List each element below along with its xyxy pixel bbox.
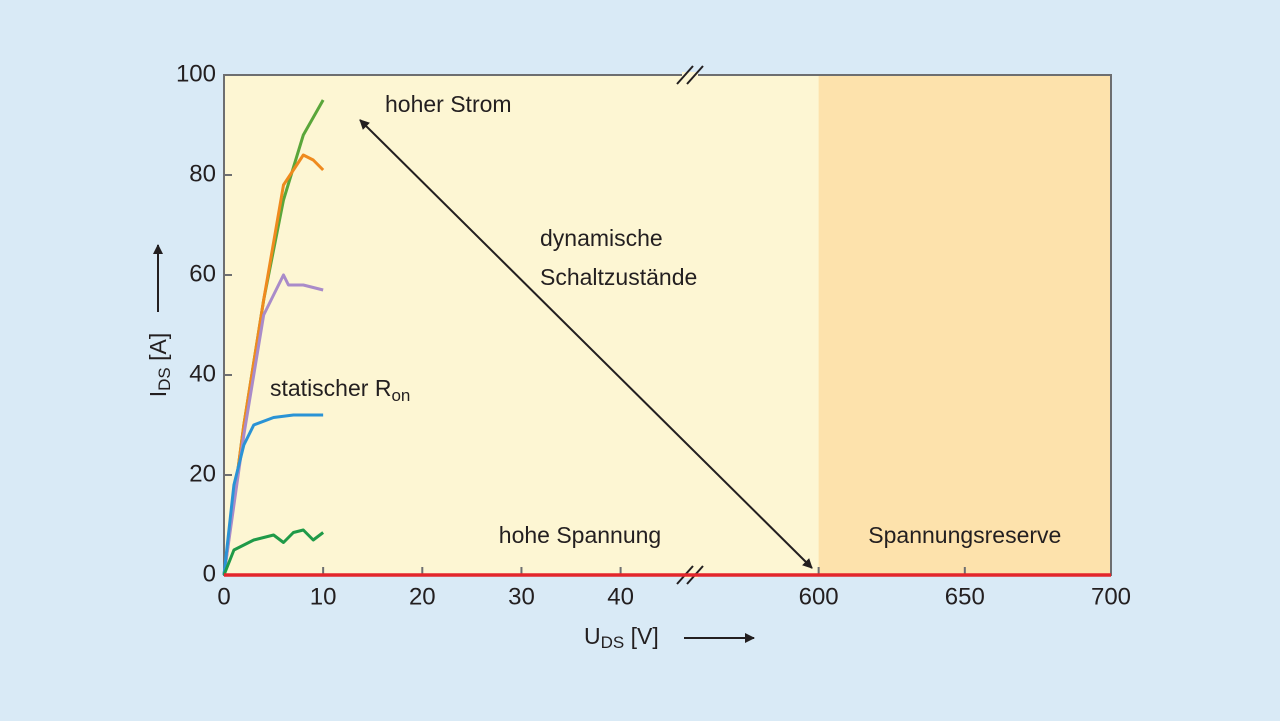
axis-break-mark	[676, 65, 694, 85]
x-tick-label: 700	[1091, 583, 1131, 610]
y-label-rest: [A]	[145, 333, 171, 368]
x-tick-label: 650	[945, 583, 985, 610]
annotation: hohe Spannung	[499, 522, 661, 548]
y-tick-label: 40	[189, 360, 216, 387]
shaded-region	[818, 75, 1111, 575]
y-tick-label: 20	[189, 460, 216, 487]
axis-break-gap	[682, 72, 698, 78]
y-tick-label: 60	[189, 260, 216, 287]
annotation: Schaltzustände	[540, 264, 697, 290]
y-tick-label: 0	[203, 560, 216, 587]
annotation-sub: on	[391, 386, 410, 405]
annotation: statischer Ron	[270, 375, 410, 405]
annotation: dynamische	[540, 225, 663, 251]
data-line	[222, 153, 325, 576]
x-tick-label: 40	[607, 583, 634, 610]
x-axis-label: UDS [V]	[584, 623, 659, 652]
annotation-main: statischer R	[270, 375, 391, 401]
data-line	[222, 528, 325, 576]
plot: 0 20 40 60 80 100 0 10 20 30 40 600 650 700 hoher Stro…	[176, 60, 1131, 610]
x-tick-label: 600	[799, 583, 839, 610]
x-label-rest: [V]	[624, 623, 659, 649]
y-tick-label: 100	[176, 60, 216, 87]
y-tick-label: 80	[189, 160, 216, 187]
double-arrow	[359, 119, 813, 569]
x-tick-label: 10	[310, 583, 337, 610]
axis-break-mark	[686, 65, 704, 85]
data-line	[222, 273, 324, 576]
x-tick-label: 0	[217, 583, 230, 610]
data-line	[222, 413, 324, 576]
x-tick-label: 30	[508, 583, 535, 610]
y-label-sub: DS	[155, 367, 174, 391]
annotation: hoher Strom	[385, 91, 512, 117]
region-label: Spannungsreserve	[868, 522, 1061, 548]
y-axis-label: IDS [A]	[145, 333, 174, 398]
y-label-main: I	[145, 391, 171, 397]
x-tick-label: 20	[409, 583, 436, 610]
x-label-main: U	[584, 623, 601, 649]
x-label-sub: DS	[601, 633, 625, 652]
